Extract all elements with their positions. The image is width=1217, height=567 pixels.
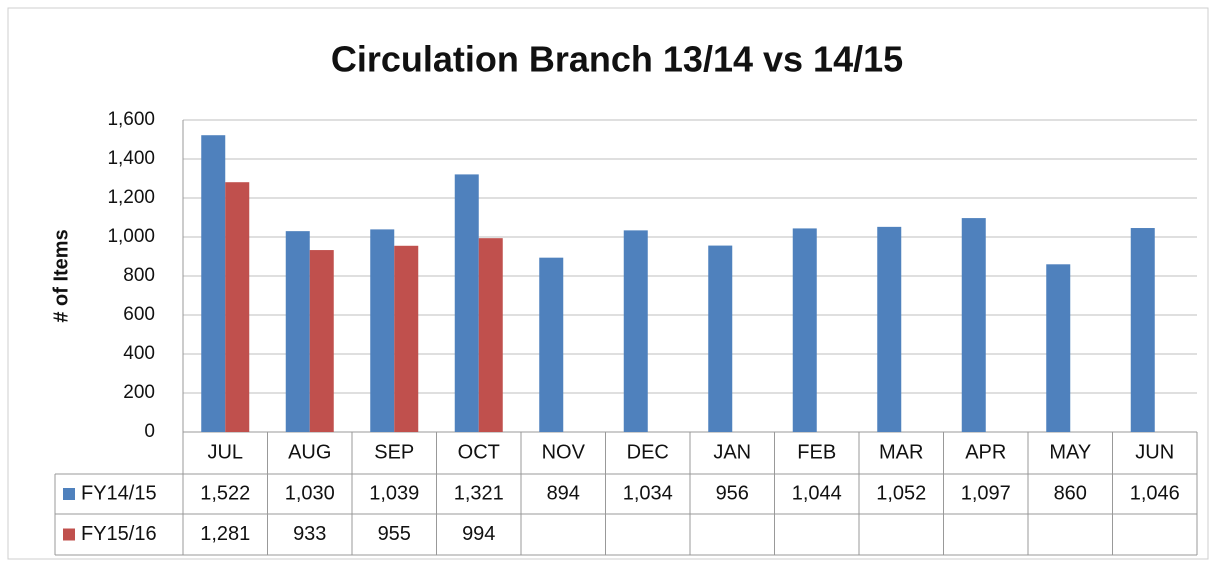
bar	[201, 135, 226, 432]
bar	[1130, 228, 1155, 432]
table-value: 955	[378, 523, 411, 545]
y-tick-label: 600	[123, 304, 155, 325]
bar	[539, 257, 564, 432]
bar	[961, 218, 986, 432]
bar	[370, 229, 395, 432]
bar	[792, 228, 817, 432]
x-tick-label: JUN	[1135, 441, 1174, 463]
x-tick-label: FEB	[797, 441, 836, 463]
bar	[285, 231, 310, 432]
table-value: 1,522	[200, 482, 250, 504]
x-tick-label: AUG	[288, 441, 331, 463]
legend-label: FY15/16	[81, 523, 157, 545]
x-tick-label: APR	[965, 441, 1006, 463]
table-value: 1,046	[1130, 482, 1180, 504]
bar	[623, 230, 648, 432]
table-value: 894	[547, 482, 580, 504]
x-tick-label: OCT	[458, 441, 500, 463]
x-tick-label: JAN	[713, 441, 751, 463]
y-tick-label: 400	[123, 343, 155, 364]
table-value: 1,039	[369, 482, 419, 504]
table-value: 994	[462, 523, 495, 545]
x-tick-label: JUL	[207, 441, 243, 463]
table-value: 1,321	[454, 482, 504, 504]
bar	[309, 250, 334, 432]
x-tick-label: MAR	[879, 441, 923, 463]
y-tick-label: 1,000	[107, 226, 155, 247]
y-tick-label: 800	[123, 265, 155, 286]
y-tick-label: 0	[144, 421, 155, 442]
table-value: 1,097	[961, 482, 1011, 504]
x-tick-label: SEP	[374, 441, 414, 463]
table-value: 1,052	[876, 482, 926, 504]
table-value: 1,281	[200, 523, 250, 545]
x-tick-label: NOV	[542, 441, 586, 463]
table-value: 1,034	[623, 482, 673, 504]
table-value: 860	[1054, 482, 1087, 504]
bar	[394, 245, 419, 432]
chart-title: Circulation Branch 13/14 vs 14/15	[331, 39, 903, 80]
bar	[225, 182, 250, 432]
table-value: 933	[293, 523, 326, 545]
table-value: 956	[716, 482, 749, 504]
y-tick-label: 1,200	[107, 187, 155, 208]
legend-label: FY14/15	[81, 482, 157, 504]
bar	[478, 238, 503, 432]
legend-swatch	[63, 528, 75, 541]
y-axis-label: # of Items	[50, 229, 72, 322]
legend-swatch	[63, 488, 75, 500]
bar	[454, 174, 479, 432]
table-value: 1,030	[285, 482, 335, 504]
y-tick-label: 200	[123, 382, 155, 403]
y-tick-label: 1,400	[107, 148, 155, 169]
x-tick-label: DEC	[627, 441, 669, 463]
bar	[877, 226, 902, 432]
x-tick-label: MAY	[1049, 441, 1091, 463]
bar	[1046, 264, 1071, 432]
bar	[708, 245, 733, 432]
table-value: 1,044	[792, 482, 842, 504]
y-tick-label: 1,600	[107, 109, 155, 130]
